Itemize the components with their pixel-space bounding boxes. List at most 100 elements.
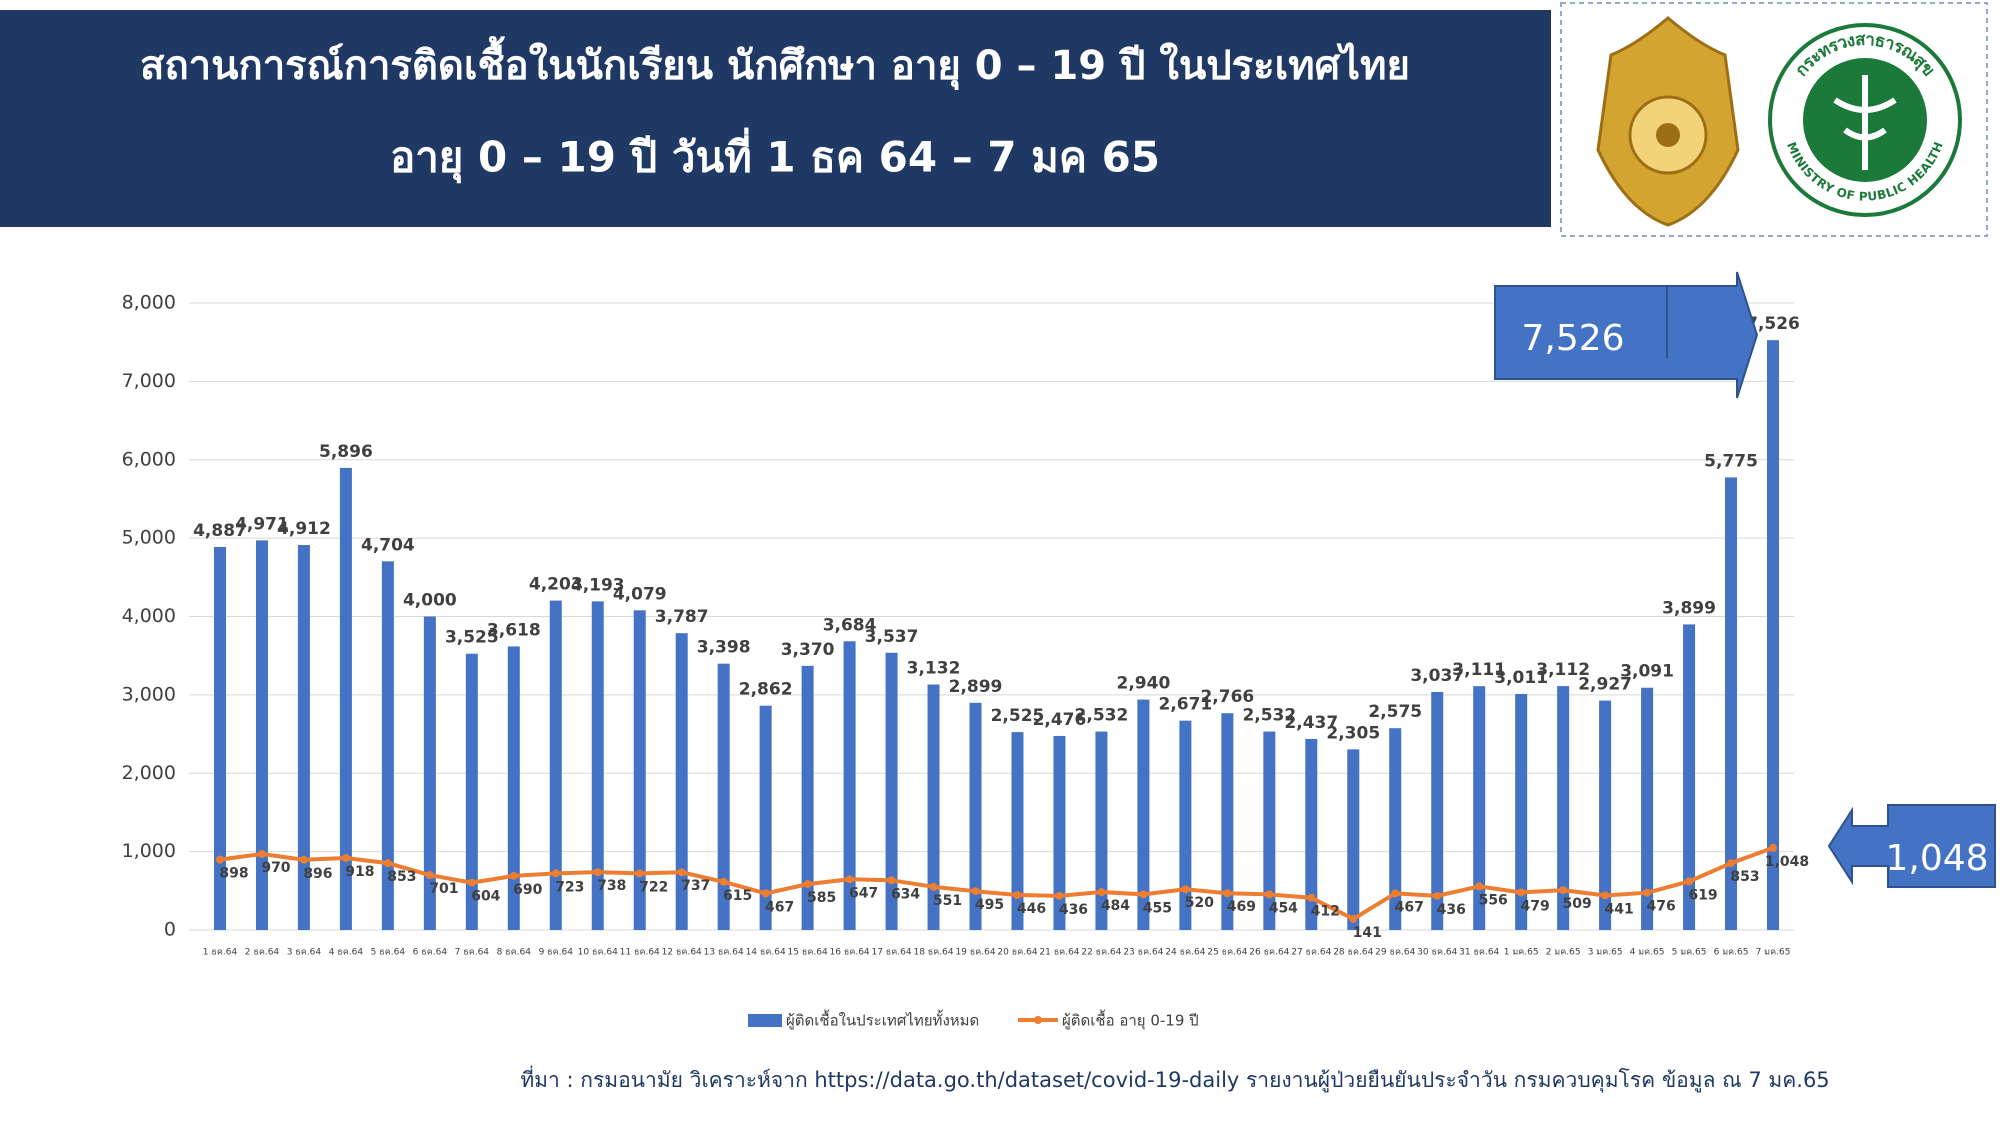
bar: [339, 467, 352, 930]
x-tick-label: 17 ธค.64: [871, 948, 911, 958]
bar-value-label: 2,671: [1158, 695, 1212, 715]
bar: [1263, 731, 1276, 930]
bar-value-label: 3,112: [1536, 660, 1590, 680]
y-tick-label: 1,000: [122, 840, 176, 862]
callout-arrow: [1494, 271, 1759, 399]
bar-value-label: 3,011: [1494, 668, 1548, 688]
bar: [1557, 686, 1570, 930]
bar: [591, 601, 604, 930]
bar-value-label: 2,940: [1117, 674, 1171, 694]
bar: [1095, 731, 1108, 930]
header-box: [0, 10, 1551, 227]
bar: [1137, 699, 1150, 930]
x-tick-label: 11 ธค.64: [620, 948, 660, 958]
x-tick-label: 23 ธค.64: [1123, 948, 1163, 958]
y-tick-label: 4,000: [122, 605, 176, 627]
line-marker: [1475, 882, 1484, 891]
x-tick-label: 2 มค.65: [1546, 948, 1581, 958]
x-tick-label: 6 ธค.64: [413, 948, 448, 958]
bar: [255, 540, 268, 930]
line-marker: [1559, 886, 1568, 895]
line-marker: [1685, 877, 1694, 886]
x-tick-label: 4 ธค.64: [329, 948, 364, 958]
line-marker: [1349, 914, 1358, 923]
bar-value-label: 2,532: [1242, 706, 1296, 726]
bar-value-label: 2,862: [739, 680, 793, 700]
x-tick-label: 22 ธค.64: [1081, 948, 1121, 958]
bar-value-label: 4,971: [235, 514, 289, 534]
bar-value-label: 2,525: [991, 706, 1045, 726]
x-tick-label: 5 ธค.64: [371, 948, 406, 958]
bar: [549, 600, 562, 930]
x-tick-label: 19 ธค.64: [955, 948, 995, 958]
x-tick-label: 27 ธค.64: [1291, 948, 1331, 958]
line-value-label: 479: [1521, 898, 1550, 914]
line-marker: [761, 889, 770, 898]
line-value-label: 722: [639, 879, 668, 895]
x-tick-label: 13 ธค.64: [704, 948, 744, 958]
bar-value-label: 2,305: [1326, 723, 1380, 743]
line-marker: [1433, 891, 1442, 900]
line-value-label: 690: [513, 882, 542, 898]
bar-value-label: 2,927: [1578, 675, 1632, 695]
line-value-label: 454: [1269, 900, 1298, 916]
y-tick-label: 7,000: [122, 370, 176, 392]
line-marker: [845, 875, 854, 884]
line-marker: [509, 871, 518, 880]
line-value-label: 723: [555, 879, 584, 895]
x-tick-label: 7 มค.65: [1756, 948, 1791, 958]
bar: [1053, 735, 1066, 930]
x-tick-label: 3 ธค.64: [287, 948, 322, 958]
line-value-label: 853: [1730, 869, 1759, 885]
bar: [381, 561, 394, 930]
x-tick-label: 9 ธค.64: [539, 948, 574, 958]
line-marker: [299, 855, 308, 864]
legend-label: ผู้ติดเชื้อในประเทศไทยทั้งหมด: [786, 1010, 979, 1030]
line-value-label: 738: [597, 878, 626, 894]
line-value-label: 853: [387, 869, 416, 885]
x-tick-label: 16 ธค.64: [830, 948, 870, 958]
line-marker: [1013, 891, 1022, 900]
line-marker: [635, 869, 644, 878]
line-marker: [1307, 893, 1316, 902]
y-tick-label: 6,000: [122, 448, 176, 470]
x-tick-label: 26 ธค.64: [1249, 948, 1289, 958]
bar: [423, 616, 436, 930]
line-value-label: 585: [807, 890, 836, 906]
bar-value-label: 3,398: [697, 638, 751, 658]
x-tick-label: 15 ธค.64: [788, 948, 828, 958]
line-marker: [1139, 890, 1148, 899]
line-marker: [1097, 888, 1106, 897]
line-value-label: 436: [1059, 902, 1088, 918]
x-tick-label: 3 มค.65: [1588, 948, 1623, 958]
bar-value-label: 3,899: [1662, 598, 1716, 618]
bar: [969, 702, 982, 930]
x-tick-label: 14 ธค.64: [746, 948, 786, 958]
line-marker: [1769, 843, 1778, 852]
x-tick-label: 1 ธค.64: [203, 948, 238, 958]
bar: [927, 684, 940, 930]
bar: [675, 633, 688, 930]
legend-swatch: [748, 1014, 782, 1027]
bar-value-label: 2,437: [1284, 713, 1338, 733]
bar-value-label: 2,766: [1200, 687, 1254, 707]
x-tick-label: 4 มค.65: [1630, 948, 1665, 958]
y-tick-label: 0: [164, 919, 176, 941]
bar: [1305, 739, 1318, 930]
line-value-label: 476: [1646, 899, 1675, 915]
line-value-label: 604: [471, 889, 500, 905]
line-value-label: 141: [1353, 925, 1382, 941]
bar: [213, 546, 226, 930]
line-value-label: 898: [219, 866, 248, 882]
bar: [1221, 713, 1234, 930]
line-value-label: 647: [849, 885, 878, 901]
line: [219, 845, 1774, 922]
bar-value-label: 3,618: [487, 620, 541, 640]
bar: [1011, 732, 1024, 930]
line-value-label: 446: [1017, 901, 1046, 917]
bar: [297, 545, 310, 930]
bar-value-label: 2,476: [1033, 710, 1087, 730]
x-tick-label: 7 ธค.64: [455, 948, 490, 958]
